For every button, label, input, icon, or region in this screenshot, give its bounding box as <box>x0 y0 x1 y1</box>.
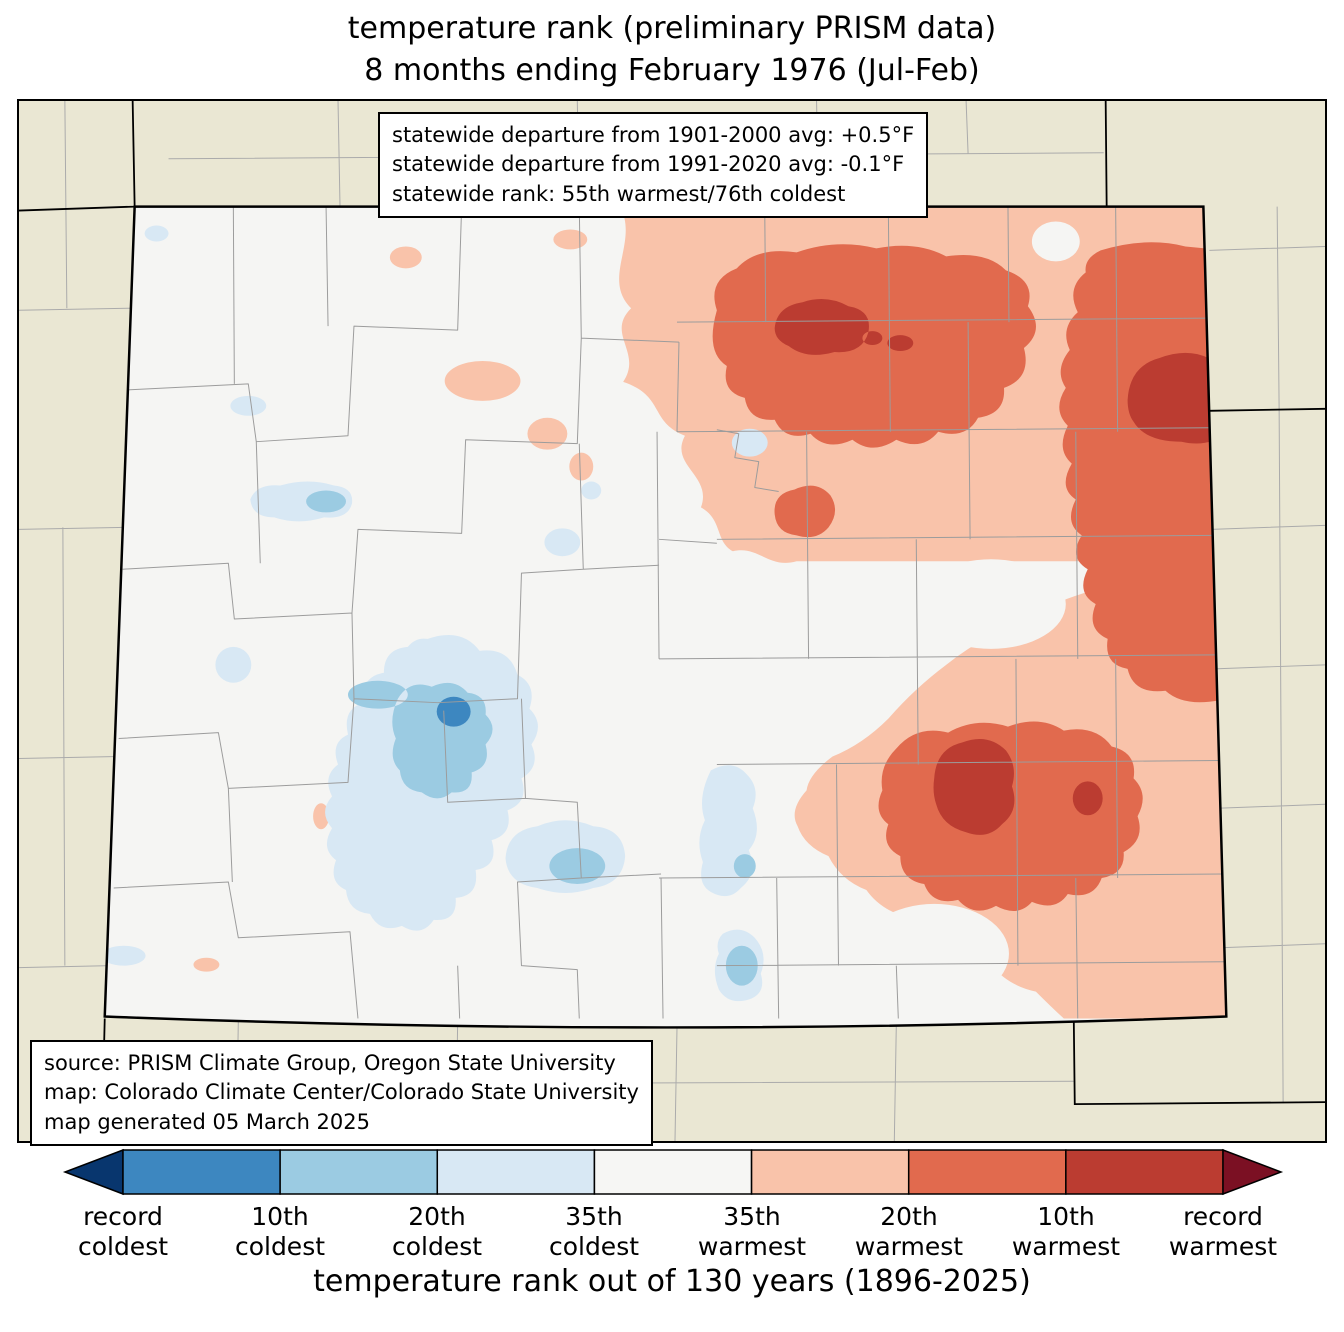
title-line-1: temperature rank (preliminary PRISM data… <box>347 11 997 46</box>
colorbar-label-10th-coldest: 10th coldest <box>234 1202 326 1261</box>
neighbor-state-lines <box>19 101 1325 1141</box>
colorbar-seg-20th-coldest <box>279 1149 439 1195</box>
stats-line-1: statewide departure from 1901-2000 avg: … <box>392 123 915 147</box>
colorbar-seg-neutral <box>593 1149 753 1195</box>
colorbar-seg-35th-coldest <box>436 1149 596 1195</box>
state-border <box>103 205 1228 1029</box>
source-line-1: source: PRISM Climate Group, Oregon Stat… <box>44 1051 616 1075</box>
figure-title: temperature rank (preliminary PRISM data… <box>0 8 1344 92</box>
colorbar-seg-35th-warmest <box>750 1149 910 1195</box>
colorado-map <box>19 101 1325 1141</box>
colorbar-seg-20th-warmest <box>907 1149 1067 1195</box>
stats-line-3: statewide rank: 55th warmest/76th coldes… <box>392 181 846 206</box>
colorbar <box>62 1148 1284 1196</box>
colorbar-label-record-warmest: record warmest <box>1168 1202 1278 1261</box>
colorbar-seg-10th-warmest <box>1065 1149 1224 1195</box>
colorbar-arrow-record-warmest <box>1222 1148 1284 1196</box>
source-credit-box: source: PRISM Climate Group, Oregon Stat… <box>30 1040 653 1147</box>
warm-region-dark <box>774 299 1227 835</box>
map-panel: statewide departure from 1901-2000 avg: … <box>17 99 1327 1147</box>
neutral-notches <box>714 221 1080 1004</box>
colorbar-axis-label: temperature rank out of 130 years (1896-… <box>313 1264 1031 1299</box>
colorbar-label-20th-coldest: 20th coldest <box>391 1202 483 1261</box>
colorbar-label-record-coldest: record coldest <box>77 1202 169 1261</box>
colorbar-arrow-record-coldest <box>62 1148 124 1196</box>
source-line-3: map generated 05 March 2025 <box>44 1109 371 1134</box>
title-line-2: 8 months ending February 1976 (Jul-Feb) <box>364 53 980 88</box>
colorbar-label-35th-warmest: 35th warmest <box>697 1202 807 1261</box>
colorbar-label-35th-coldest: 35th coldest <box>548 1202 640 1261</box>
colorbar-seg-10th-coldest <box>122 1149 281 1195</box>
stats-line-2: statewide departure from 1991-2020 avg: … <box>392 152 905 177</box>
colorbar-label-10th-warmest: 10th warmest <box>1011 1202 1121 1261</box>
cool-region-pale <box>104 225 768 1002</box>
county-boundaries <box>113 206 1225 1019</box>
statewide-stats-box: statewide departure from 1901-2000 avg: … <box>378 112 929 219</box>
cool-region-medium <box>306 490 758 986</box>
warm-region-medium <box>712 242 1227 912</box>
cool-region-dark <box>436 696 471 727</box>
colorbar-label-20th-warmest: 20th warmest <box>854 1202 964 1261</box>
source-line-2: map: Colorado Climate Center/Colorado St… <box>44 1080 639 1105</box>
state-interior <box>104 206 1227 1028</box>
